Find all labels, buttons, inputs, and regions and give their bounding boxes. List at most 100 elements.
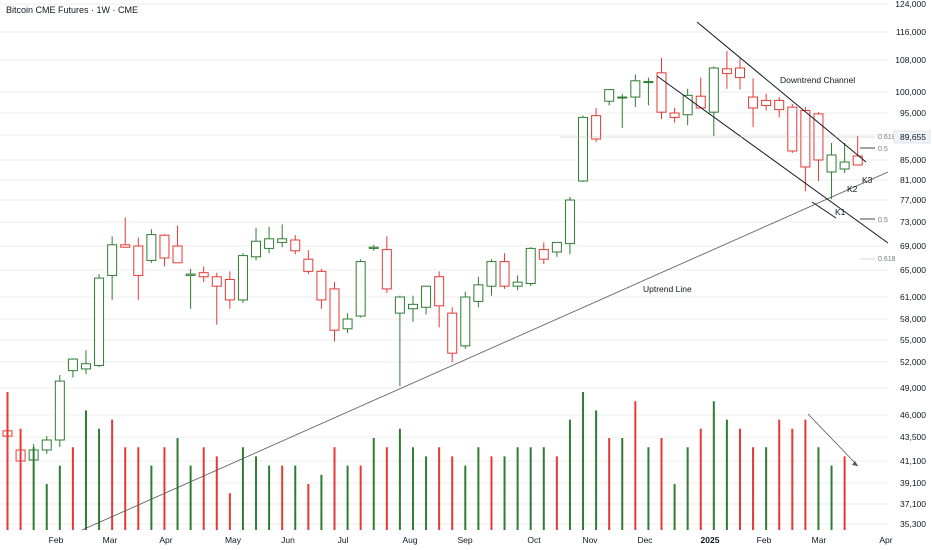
- candle-down: [290, 239, 301, 252]
- candle-up: [525, 247, 536, 284]
- candle-down: [787, 106, 798, 152]
- y-tick-label: 81,000: [900, 175, 926, 185]
- candle-down: [434, 276, 445, 307]
- candle-up: [839, 161, 850, 170]
- y-tick-label: 124,000: [895, 0, 926, 9]
- candle-down: [800, 109, 811, 168]
- candle-down: [120, 244, 131, 248]
- candle-down: [172, 245, 183, 264]
- candle-down: [761, 99, 772, 106]
- candle-up: [277, 238, 288, 243]
- k1-pointer: [811, 201, 837, 219]
- y-tick-label: 52,000: [900, 357, 926, 367]
- y-tick-label: 35,300: [900, 519, 926, 529]
- current-price-label: 89,655: [900, 132, 926, 142]
- x-tick-label: Jul: [338, 535, 349, 545]
- downtrend-channel-lower: [656, 75, 889, 244]
- candle-up: [146, 234, 157, 261]
- current-price-tag: [893, 130, 931, 144]
- y-tick-label: 73,000: [900, 217, 926, 227]
- candle-up: [630, 80, 641, 98]
- candle-down: [721, 68, 732, 75]
- candle-up: [407, 303, 418, 310]
- y-tick-label: 37,100: [900, 499, 926, 509]
- volume-trend-arrow: [807, 413, 859, 467]
- fib-label-05: 0.5: [878, 146, 888, 153]
- candle-up: [41, 439, 52, 451]
- candle-down: [852, 155, 863, 166]
- x-tick-label: Sep: [457, 535, 472, 545]
- candle-up: [251, 240, 262, 258]
- candle-down: [198, 272, 209, 278]
- y-tick-label: 100,000: [895, 87, 926, 97]
- candle-up: [185, 273, 196, 276]
- candle-down: [669, 112, 680, 118]
- candle-down: [224, 278, 235, 301]
- y-tick-label: 55,000: [900, 335, 926, 345]
- uptrend-line: [81, 171, 889, 531]
- downtrend-channel-upper: [696, 21, 867, 163]
- candle-up: [826, 154, 837, 173]
- x-tick-label: Nov: [582, 535, 598, 545]
- candle-up: [617, 96, 628, 99]
- candle-up: [578, 116, 589, 182]
- fib-label-0618: 0.618: [878, 134, 896, 141]
- candle-up: [94, 277, 105, 366]
- candle-up: [604, 89, 615, 102]
- candle-up: [67, 358, 78, 372]
- y-tick-label: 49,000: [900, 383, 926, 393]
- candle-down: [159, 234, 170, 259]
- k3-label: K3: [862, 175, 873, 185]
- candle-down: [329, 288, 340, 331]
- candle-up: [355, 261, 366, 317]
- x-tick-label: Aug: [402, 535, 417, 545]
- y-tick-label: 46,000: [900, 410, 926, 420]
- k2-label: K2: [847, 184, 858, 194]
- y-tick-label: 85,000: [900, 155, 926, 165]
- x-tick-label: Feb: [49, 535, 64, 545]
- y-tick-label: 61,000: [900, 292, 926, 302]
- x-tick-label: Feb: [757, 535, 772, 545]
- candle-up: [512, 281, 523, 287]
- candle-down: [133, 245, 144, 276]
- y-tick-label: 108,000: [895, 55, 926, 65]
- fib-label-05-lower: 0.5: [878, 217, 888, 224]
- candle-up: [368, 246, 379, 249]
- uptrend-line-label: Uptrend Line: [643, 284, 692, 294]
- y-tick-label: 58,000: [900, 314, 926, 324]
- y-tick-label: 39,100: [900, 478, 926, 488]
- candle-down: [734, 67, 745, 79]
- y-tick-label: 95,000: [900, 108, 926, 118]
- x-tick-label: Oct: [527, 535, 541, 545]
- y-tick-label: 77,000: [900, 195, 926, 205]
- candle-up: [551, 241, 562, 253]
- candle-down: [538, 249, 549, 260]
- x-tick-label: Mar: [103, 535, 118, 545]
- x-tick-label: Apr: [159, 535, 172, 545]
- x-tick-label: May: [225, 535, 242, 545]
- candle-up: [708, 67, 719, 113]
- candle-down: [211, 276, 222, 287]
- y-tick-label: 65,000: [900, 265, 926, 275]
- arrow-head: [852, 461, 858, 466]
- candle-down: [447, 312, 458, 354]
- candle-down: [695, 95, 706, 109]
- chart-title: Bitcoin CME Futures · 1W · CME: [6, 5, 139, 15]
- x-tick-label: Jun: [281, 535, 295, 545]
- candle-down: [774, 99, 785, 111]
- y-tick-label: 69,000: [900, 241, 926, 251]
- k1-label: K1: [835, 207, 846, 217]
- candle-down: [656, 72, 667, 113]
- fib-label-0618-lower: 0.618: [878, 256, 896, 263]
- candle-down: [499, 261, 510, 287]
- y-tick-label: 116,000: [896, 27, 926, 37]
- candle-down: [748, 96, 759, 109]
- candle-up: [564, 199, 575, 245]
- candle-up: [394, 296, 405, 314]
- x-tick-label: Apr: [879, 535, 892, 545]
- x-tick-label: Mar: [812, 535, 827, 545]
- y-tick-label: 41,100: [900, 456, 926, 466]
- candle-up: [54, 380, 65, 441]
- candle-down: [381, 249, 392, 290]
- x-tick-label: Dec: [637, 535, 653, 545]
